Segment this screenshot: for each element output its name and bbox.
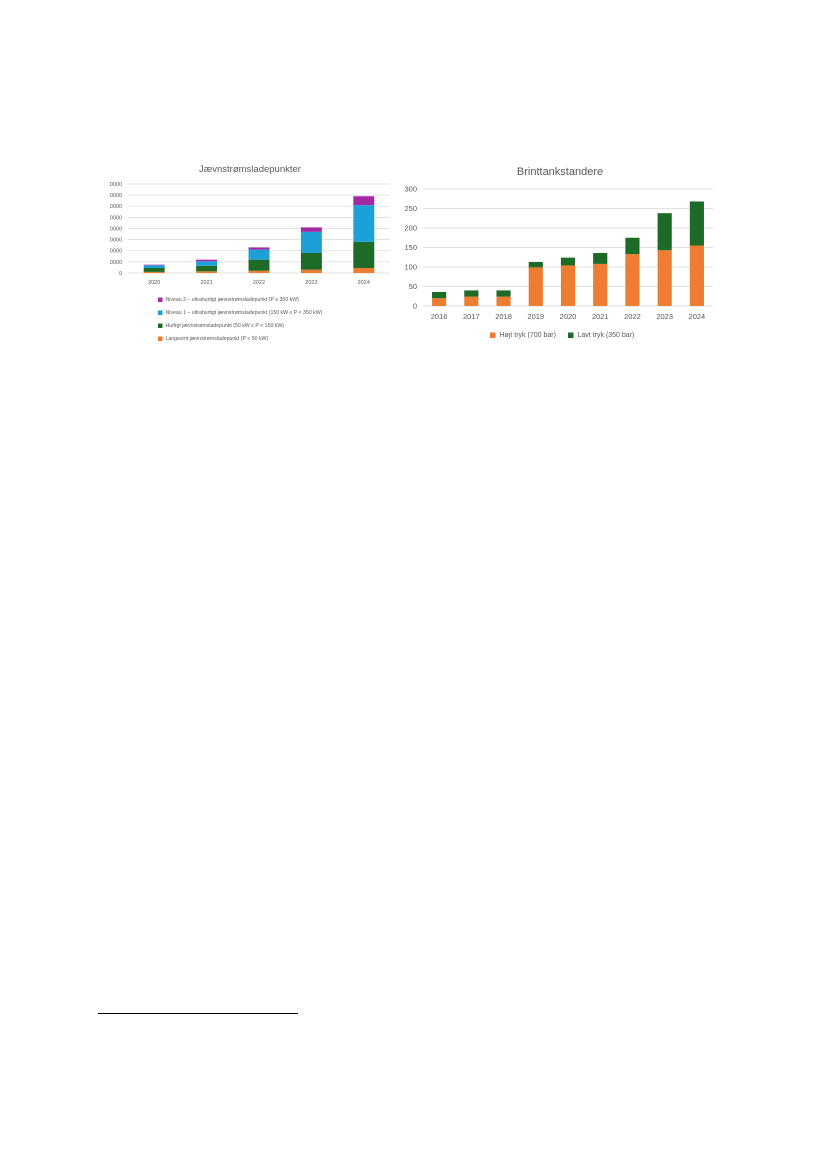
y-tick-label: 150 — [404, 243, 417, 252]
bar-segment-2022-s1 — [625, 237, 640, 255]
x-tick-label: 2021 — [200, 280, 212, 286]
bar-segment-2017-s1 — [464, 290, 479, 297]
bar-segment-2024-s1 — [353, 241, 375, 268]
bar-segment-2017-s0 — [464, 296, 479, 306]
legend-swatch — [158, 297, 163, 302]
legend-label: Lavt tryk (350 bar) — [578, 332, 635, 339]
y-tick-label: 140000 — [110, 193, 122, 199]
bar-segment-2024-s3 — [353, 196, 375, 206]
x-tick-label: 2024 — [689, 312, 706, 321]
bar-segment-2016-s1 — [432, 291, 447, 299]
bar-segment-2023-s1 — [657, 213, 672, 251]
bar-segment-2024-s1 — [689, 201, 704, 246]
bar-segment-2020-s2 — [143, 265, 165, 268]
bar-segment-2019-s1 — [528, 261, 543, 268]
x-tick-label: 2019 — [527, 312, 544, 321]
x-tick-label: 2018 — [495, 312, 512, 321]
y-tick-label: 100000 — [110, 215, 122, 221]
bar-segment-2020-s0 — [143, 271, 165, 273]
bar-segment-2023-s0 — [300, 269, 322, 273]
legend-label: Niveau 2 – ultrahurtigt jævnstrømsladepu… — [166, 297, 300, 303]
chart-title: Brinttankstandere — [517, 166, 603, 178]
chart-title: Jævnstrømsladepunkter — [199, 164, 301, 175]
bar-segment-2022-s1 — [248, 259, 270, 271]
bar-segment-2021-s0 — [196, 271, 218, 273]
dc-charging-points-chart: Jævnstrømsladepunkter 0 20000 40000 60000 800… — [110, 150, 400, 350]
bar-segment-2023-s3 — [300, 227, 322, 232]
y-tick-label: 20000 — [110, 260, 122, 266]
hydrogen-stations-chart-svg: Brinttankstandere 0 50 100 150 200 250 300 2016 2… — [404, 166, 713, 339]
x-tick-label: 2020 — [560, 312, 577, 321]
footnote-separator — [98, 1013, 298, 1014]
bar-segment-2018-s1 — [496, 290, 511, 297]
legend-swatch — [158, 323, 163, 328]
bar-segment-2018-s0 — [496, 296, 511, 306]
y-tick-label: 120000 — [110, 204, 122, 210]
legend-label: Højt tryk (700 bar) — [500, 332, 556, 339]
bar-segment-2021-s2 — [196, 261, 218, 266]
bar-segment-2023-s0 — [657, 250, 672, 306]
x-tick-label: 2023 — [656, 312, 673, 321]
x-tick-label: 2017 — [463, 312, 480, 321]
bar-segment-2021-s1 — [593, 252, 608, 264]
bar-segment-2016-s0 — [432, 298, 447, 306]
legend-label: Langsomt jævnstrømsladepunkt (P < 50 kW) — [166, 336, 269, 342]
x-tick-label: 2021 — [592, 312, 609, 321]
bar-segment-2021-s3 — [196, 259, 218, 262]
x-tick-label: 2023 — [305, 280, 317, 286]
x-tick-label: 2022 — [253, 280, 265, 286]
legend-swatch — [158, 310, 163, 315]
bar-segment-2019-s0 — [528, 267, 543, 306]
x-tick-label: 2024 — [358, 280, 370, 286]
x-tick-label: 2020 — [148, 280, 160, 286]
bar-segment-2022-s0 — [248, 270, 270, 273]
y-tick-label: 160000 — [110, 182, 122, 188]
legend-swatch — [490, 332, 496, 338]
y-tick-label: 100 — [404, 263, 417, 272]
y-tick-label: 50 — [409, 282, 417, 291]
bar-segment-2024-s2 — [353, 205, 375, 242]
bar-segment-2021-s1 — [196, 265, 218, 272]
y-tick-label: 0 — [413, 302, 417, 311]
x-tick-label: 2016 — [431, 312, 448, 321]
y-tick-label: 60000 — [110, 238, 122, 244]
legend-label: Niveau 1 – ultrahurtigt jævnstrømsladepu… — [166, 310, 323, 316]
legend-swatch — [568, 332, 574, 338]
legend-swatch — [158, 336, 163, 341]
x-tick-label: 2022 — [624, 312, 641, 321]
bar-segment-2022-s2 — [248, 249, 270, 260]
bar-segment-2020-s1 — [143, 267, 165, 272]
bar-segment-2022-s3 — [248, 247, 270, 250]
y-tick-label: 0 — [119, 271, 122, 277]
y-tick-label: 300 — [404, 185, 417, 194]
legend-label: Hurtigt jævnstrømsladepunkt (50 kW ≤ P <… — [166, 323, 285, 329]
bar-segment-2024-s0 — [353, 267, 375, 273]
y-tick-label: 40000 — [110, 249, 122, 255]
bar-segment-2022-s0 — [625, 254, 640, 306]
dc-charging-points-chart-svg: Jævnstrømsladepunkter 0 20000 40000 60000 800… — [110, 164, 390, 342]
hydrogen-stations-chart: Brinttankstandere 0 50 100 150 200 250 300 2016 2… — [395, 150, 725, 350]
bar-segment-2021-s0 — [593, 263, 608, 306]
y-tick-label: 80000 — [110, 226, 122, 232]
bar-segment-2024-s0 — [689, 245, 704, 306]
bar-segment-2020-s3 — [143, 264, 165, 266]
bar-segment-2023-s1 — [300, 252, 322, 270]
y-tick-label: 250 — [404, 204, 417, 213]
bar-segment-2020-s0 — [560, 265, 576, 306]
bar-segment-2020-s1 — [560, 257, 576, 266]
y-tick-label: 200 — [404, 224, 417, 233]
bar-segment-2023-s2 — [300, 231, 322, 253]
